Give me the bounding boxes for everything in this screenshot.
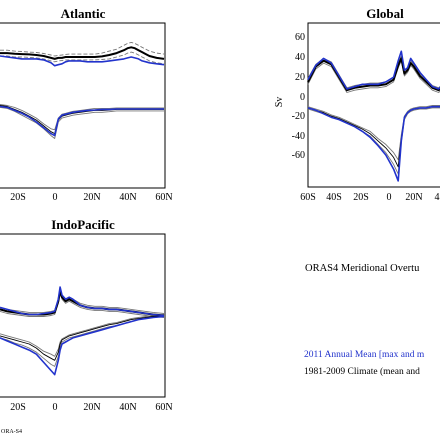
indopacific-series-climate-min-mean xyxy=(0,315,165,361)
global-x-tick: 20S xyxy=(353,192,369,203)
global-y-tick: 0 xyxy=(300,92,305,103)
global-x-tick: 60S xyxy=(300,192,316,203)
global-y-tick: 20 xyxy=(295,72,305,83)
global-panel: Global Sv 60 40 20 0 -20 -40 -60 60S 40S… xyxy=(274,6,440,203)
global-x-axis: 60S 40S 20S 0 20N 4 xyxy=(300,192,439,203)
atlantic-x-tick: 60N xyxy=(155,192,172,203)
indopacific-series-climate-max-lower xyxy=(0,292,165,318)
indopacific-series-climate-max-upper xyxy=(0,288,165,314)
legend-2011: 2011 Annual Mean [max and m xyxy=(304,350,425,360)
indopacific-x-tick: 0 xyxy=(53,402,58,413)
atlantic-x-tick: 20S xyxy=(10,192,26,203)
indopacific-series-climate-min-upper xyxy=(0,314,165,357)
global-x-tick: 40S xyxy=(326,192,342,203)
global-y-label: Sv xyxy=(274,97,285,108)
figure-headline: ORAS4 Meridional Overtu xyxy=(305,263,420,274)
global-x-tick: 4 xyxy=(435,192,440,203)
global-x-tick: 20N xyxy=(405,192,422,203)
atlantic-series-climate-max-upper xyxy=(0,41,165,57)
atlantic-series-climate-max-mean xyxy=(0,46,165,60)
global-series-climate-min-upper xyxy=(307,105,440,161)
indopacific-panel: IndoPacific 20S 0 20N 40N 60N xyxy=(0,217,173,413)
global-y-tick: -20 xyxy=(292,111,305,122)
indopacific-x-tick: 40N xyxy=(119,402,136,413)
atlantic-x-axis: 20S 0 20N 40N 60N xyxy=(10,192,172,203)
legend-climate: 1981-2009 Climate (mean and xyxy=(304,366,420,377)
global-y-tick: -40 xyxy=(292,131,305,142)
atlantic-series xyxy=(0,41,165,139)
global-plot-frame xyxy=(307,22,440,188)
atlantic-series-2011-min xyxy=(0,105,164,137)
credit-text: ORA-S4 xyxy=(1,429,22,435)
indopacific-x-tick: 20S xyxy=(10,402,26,413)
indopacific-series-climate-min-lower xyxy=(0,316,165,367)
global-y-axis: 60 40 20 0 -20 -40 -60 xyxy=(292,32,305,161)
indopacific-series-2011-min xyxy=(0,315,165,376)
atlantic-plot-frame xyxy=(0,22,166,189)
global-y-tick: 60 xyxy=(295,32,305,43)
global-y-tick: -60 xyxy=(292,150,305,161)
global-series-2011-max xyxy=(307,50,440,90)
atlantic-series-climate-min-upper xyxy=(0,104,164,131)
atlantic-series-climate-min-lower xyxy=(0,106,164,139)
atlantic-x-tick: 40N xyxy=(119,192,136,203)
global-series-2011-min xyxy=(307,105,440,182)
atlantic-x-tick: 20N xyxy=(83,192,100,203)
indopacific-x-axis: 20S 0 20N 40N 60N xyxy=(10,402,172,413)
indopacific-series-2011-max xyxy=(0,286,165,317)
global-x-tick: 0 xyxy=(387,192,392,203)
global-y-tick: 40 xyxy=(295,52,305,63)
atlantic-panel: Atlantic 20S 0 20N 40N 60N xyxy=(0,6,173,203)
atlantic-series-2011-max xyxy=(0,55,165,67)
indopacific-title: IndoPacific xyxy=(51,217,115,232)
atlantic-series-climate-max-lower xyxy=(0,51,165,65)
global-series xyxy=(307,50,440,182)
atlantic-title: Atlantic xyxy=(61,6,106,21)
indopacific-plot-frame xyxy=(0,233,166,398)
atlantic-x-tick: 0 xyxy=(53,192,58,203)
indopacific-series xyxy=(0,286,165,376)
indopacific-x-tick: 60N xyxy=(155,402,172,413)
indopacific-x-tick: 20N xyxy=(83,402,100,413)
global-title: Global xyxy=(366,6,404,21)
